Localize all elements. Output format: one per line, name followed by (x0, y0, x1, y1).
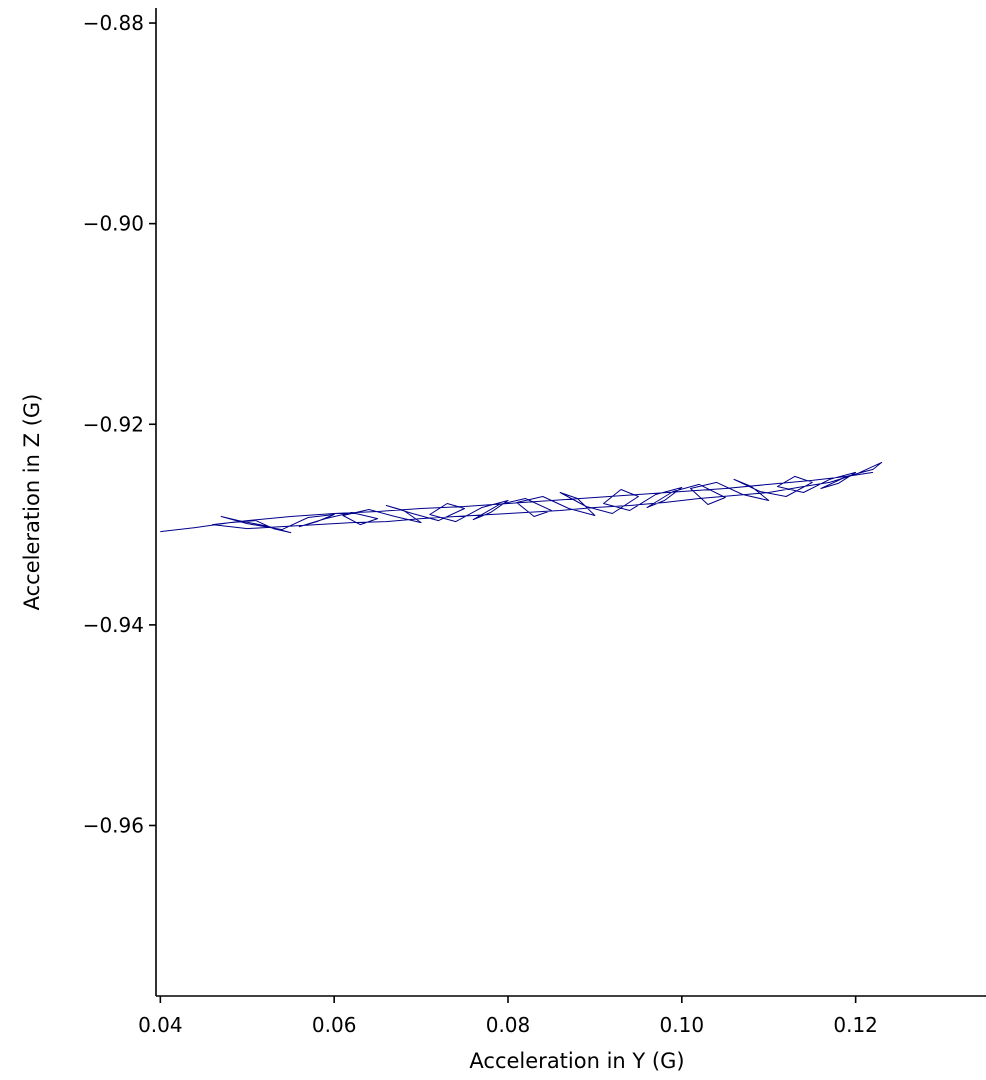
x-tick-label: 0.12 (833, 1013, 878, 1037)
x-tick-label: 0.06 (312, 1013, 357, 1037)
y-tick-label: −0.88 (83, 11, 144, 35)
x-tick-label: 0.04 (138, 1013, 183, 1037)
x-tick-label: 0.08 (486, 1013, 531, 1037)
y-tick-label: −0.96 (83, 813, 144, 837)
series-trace-0 (160, 461, 883, 534)
y-ticks: −0.88 −0.90 −0.92 −0.94 −0.96 (83, 11, 156, 837)
x-ticks: 0.04 0.06 0.08 0.10 0.12 (138, 996, 878, 1037)
x-axis-label: Acceleration in Y (G) (469, 1049, 684, 1073)
y-tick-label: −0.90 (83, 212, 144, 236)
plot-area (160, 461, 883, 534)
y-tick-label: −0.92 (83, 412, 144, 436)
y-tick-label: −0.94 (83, 613, 144, 637)
y-axis-label: Acceleration in Z (G) (20, 394, 44, 611)
x-tick-label: 0.10 (660, 1013, 705, 1037)
